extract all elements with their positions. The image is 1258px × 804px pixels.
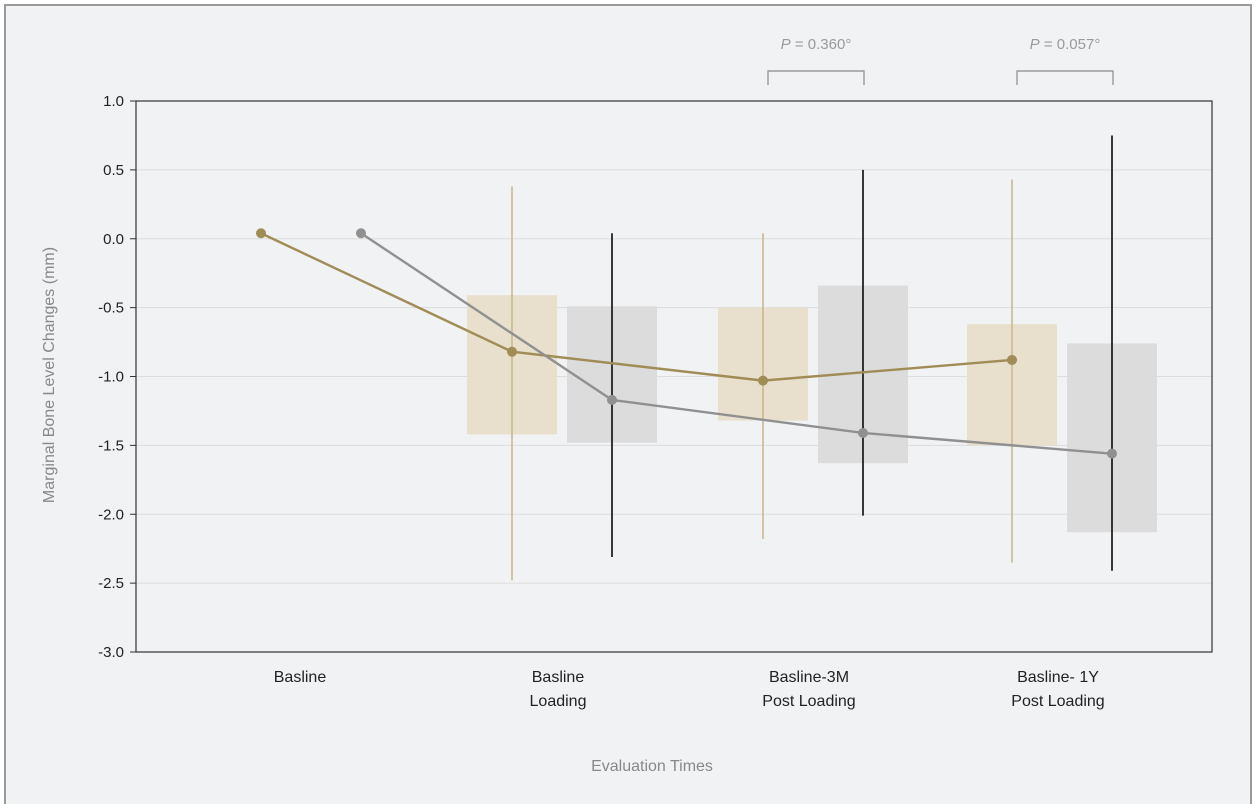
y-axis-ticks: 1.0 0.5 0.0 -0.5 -1.0 -1.5 -2.0 -2.5 -3.0 (98, 93, 136, 661)
p-symbol: P (781, 36, 791, 53)
significance-bracket (1016, 70, 1114, 85)
series-line (260, 232, 1013, 382)
series-points (256, 228, 1117, 459)
x-axis-categories: Basline Basline Loading Basline-3M Post Load… (274, 669, 1105, 710)
x-category-label: Post Loading (762, 693, 855, 710)
x-category-label: Basline (532, 669, 585, 686)
y-tick-label: -0.5 (98, 300, 124, 317)
p-value-annotations: P = 0.360° P = 0.057° (767, 36, 1114, 85)
p-value: = 0.360° (791, 36, 852, 53)
x-category-label: Basline- 1Y (1017, 669, 1099, 686)
p-symbol: P (1030, 36, 1040, 53)
y-tick-label: -1.5 (98, 437, 124, 454)
series-lines (260, 232, 1113, 455)
y-tick-label: 0.5 (103, 162, 124, 179)
x-category-label: Loading (530, 693, 587, 710)
p-value-label: P = 0.360° (781, 36, 852, 53)
mean-point (256, 228, 266, 239)
mean-point (356, 228, 366, 239)
mean-point (758, 375, 768, 386)
x-category-label: Post Loading (1011, 693, 1104, 710)
bars (467, 285, 1157, 533)
y-tick-label: 0.0 (103, 231, 124, 248)
mean-point (607, 394, 617, 405)
mean-point (1007, 354, 1017, 365)
mean-point (858, 427, 868, 438)
y-tick-label: -2.0 (98, 506, 124, 523)
p-value-label: P = 0.057° (1030, 36, 1101, 53)
mean-point (1107, 448, 1117, 459)
p-value: = 0.057° (1040, 36, 1101, 53)
x-category-label: Basline (274, 669, 327, 686)
y-axis-label: Marginal Bone Level Changes (mm) (41, 247, 58, 503)
y-tick-label: -1.0 (98, 369, 124, 386)
y-tick-label: 1.0 (103, 93, 124, 110)
significance-bracket (767, 70, 865, 85)
x-category-label: Basline-3M (769, 669, 849, 686)
y-tick-label: -3.0 (98, 644, 124, 661)
mean-point (507, 346, 517, 357)
y-tick-label: -2.5 (98, 575, 124, 592)
series-line (360, 232, 1113, 455)
x-axis-label: Evaluation Times (591, 758, 713, 775)
